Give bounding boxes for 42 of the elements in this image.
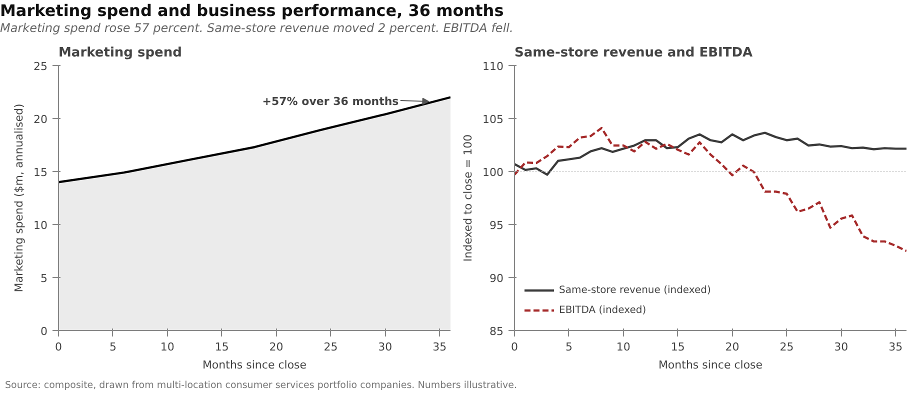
legend-label: EBITDA (indexed) xyxy=(559,304,646,316)
x-tick-label: 15 xyxy=(670,340,685,354)
y-tick-label: 100 xyxy=(482,166,504,179)
text: Marketing spend and business performance, 36 months xyxy=(0,0,504,22)
y-axis-title: Marketing spend ($m, annualised) xyxy=(12,104,26,292)
x-tick-label: 0 xyxy=(55,340,62,354)
chart-title: Marketing spend xyxy=(58,46,182,60)
y-tick-label: 15 xyxy=(34,166,48,179)
x-tick-label: 5 xyxy=(565,340,572,354)
line-series xyxy=(514,132,906,176)
y-tick-label: 90 xyxy=(490,272,504,285)
chart-title: Same-store revenue and EBITDA xyxy=(514,46,753,60)
annotation: +57% over 36 months xyxy=(262,95,400,108)
y-tick-label: 0 xyxy=(40,325,48,338)
x-tick-label: 20 xyxy=(269,340,284,354)
y-tick-label: 25 xyxy=(34,60,48,73)
x-axis-title: Months since close xyxy=(658,358,763,372)
x-tick-label: 5 xyxy=(109,340,116,354)
x-tick-label: 35 xyxy=(888,340,903,354)
x-tick-label: 25 xyxy=(324,340,338,354)
x-tick-label: 0 xyxy=(511,340,518,354)
line-series xyxy=(514,126,906,252)
y-tick-label: 110 xyxy=(482,60,504,73)
y-tick-label: 10 xyxy=(34,219,48,232)
y-axis-title: Indexed to close = 100 xyxy=(462,134,475,262)
x-tick-label: 15 xyxy=(214,340,229,354)
y-tick-label: 20 xyxy=(34,113,48,126)
y-tick-label: 5 xyxy=(40,272,48,285)
y-tick-label: 85 xyxy=(490,325,504,338)
y-tick-label: 95 xyxy=(490,219,504,232)
x-tick-label: 25 xyxy=(780,340,794,354)
text: Marketing spend rose 57 percent. Same-store revenue moved 2 percent. EBITDA fell. xyxy=(0,20,514,37)
y-tick-label: 105 xyxy=(482,113,504,126)
x-tick-label: 30 xyxy=(378,340,392,354)
x-axis-title: Months since close xyxy=(202,358,307,372)
x-tick-label: 30 xyxy=(834,340,848,354)
x-tick-label: 10 xyxy=(616,340,630,354)
x-tick-label: 20 xyxy=(725,340,740,354)
source-note: Source: composite, drawn from multi-location consumer services portfolio companies. Numbers illustrative. xyxy=(5,379,518,393)
x-tick-label: 10 xyxy=(160,340,174,354)
x-tick-label: 35 xyxy=(432,340,447,354)
legend-label: Same-store revenue (indexed) xyxy=(559,284,711,296)
